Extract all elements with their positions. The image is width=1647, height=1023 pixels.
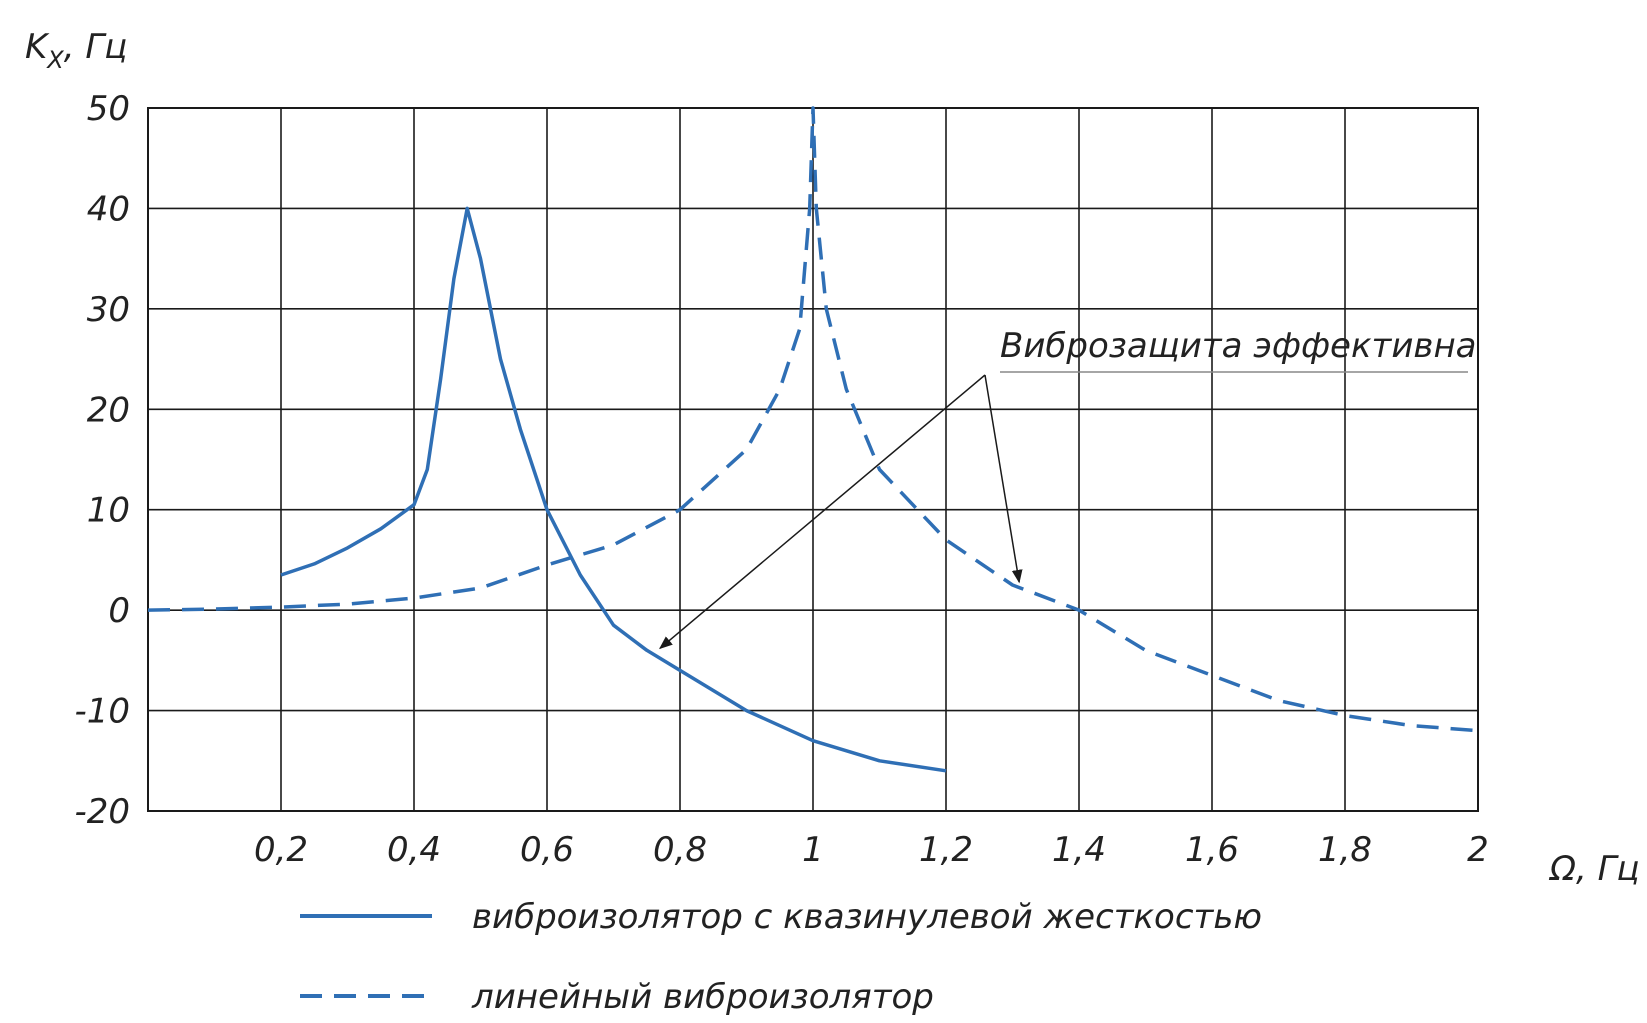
y-tick-label-1: 40 <box>87 189 130 229</box>
x-tick-label-9: 2 <box>1467 830 1489 870</box>
x-tick-label-0: 0,2 <box>254 830 308 870</box>
x-tick-label-5: 1,2 <box>919 830 973 870</box>
x-tick-label-3: 0,8 <box>653 830 707 870</box>
series-line-1 <box>147 106 1479 733</box>
series-layer <box>147 106 1479 773</box>
y-axis-title-sub: X <box>45 46 64 74</box>
y-tick-labels: 50 40 30 20 10 0 -10 -20 <box>74 89 130 832</box>
y-tick-label-6: -10 <box>74 692 130 732</box>
x-tick-label-7: 1,6 <box>1185 830 1239 870</box>
y-tick-label-7: -20 <box>74 792 130 832</box>
y-tick-label-5: 0 <box>108 591 130 631</box>
grid <box>148 107 1479 812</box>
y-axis-title-rest: , Гц <box>64 27 128 67</box>
legend: виброизолятор с квазинулевой жесткостью … <box>300 897 1262 1017</box>
y-axis-title-main: K <box>25 27 50 67</box>
annotation-arrow-0 <box>659 374 986 650</box>
x-tick-label-2: 0,6 <box>520 830 574 870</box>
y-tick-label-3: 20 <box>87 390 130 430</box>
y-axis-title: KX, Гц <box>25 27 127 74</box>
legend-label-solid: виброизолятор с квазинулевой жесткостью <box>472 897 1262 937</box>
legend-label-dashed: линейный виброизолятор <box>471 977 934 1017</box>
annotation-arrow-1 <box>984 374 1023 584</box>
y-tick-label-0: 50 <box>87 89 130 129</box>
x-tick-label-4: 1 <box>802 830 824 870</box>
annotation-text: Виброзащита эффективна <box>1000 326 1477 366</box>
y-tick-label-4: 10 <box>87 491 130 531</box>
annotation: Виброзащита эффективна <box>659 326 1477 650</box>
y-tick-label-2: 30 <box>87 290 130 330</box>
x-tick-label-8: 1,8 <box>1318 830 1372 870</box>
x-tick-label-1: 0,4 <box>387 830 441 870</box>
series-line-0 <box>280 206 947 773</box>
x-tick-label-6: 1,4 <box>1052 830 1106 870</box>
x-axis-title: Ω, Гц <box>1548 849 1640 889</box>
x-tick-labels: 0,2 0,4 0,6 0,8 1 1,2 1,4 1,6 1,8 2 <box>254 830 1489 870</box>
